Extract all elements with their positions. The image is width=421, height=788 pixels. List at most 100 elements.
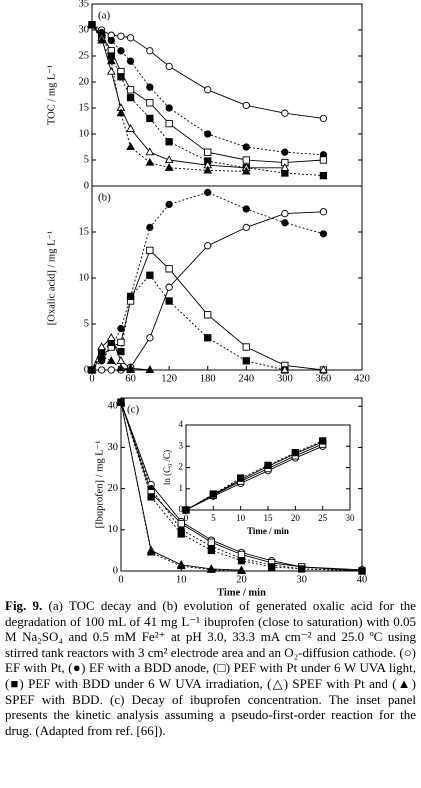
marker — [204, 242, 212, 250]
marker — [281, 209, 289, 218]
marker — [165, 283, 173, 291]
marker — [241, 166, 251, 175]
x-tick-label: 5 — [211, 513, 216, 523]
x-axis-label: Time / min — [247, 526, 289, 536]
y-tick-label: 5 — [84, 318, 89, 329]
y-tick-label: 30 — [79, 24, 90, 35]
series-line — [91, 24, 247, 172]
marker — [242, 343, 250, 351]
marker — [319, 171, 328, 180]
x-tick-label: 20 — [291, 513, 301, 523]
marker — [165, 62, 173, 71]
marker — [207, 538, 216, 546]
marker — [107, 36, 115, 45]
y-axis-label: ln (C₀ /C) — [162, 450, 172, 485]
marker — [146, 271, 154, 279]
y-tick-label: 10 — [108, 524, 119, 535]
x-tick-label: 60 — [125, 373, 136, 384]
marker — [126, 57, 135, 65]
marker — [267, 563, 276, 571]
x-tick-label: 0 — [118, 574, 123, 585]
marker — [117, 47, 125, 55]
y-tick-label: 30 — [108, 442, 119, 453]
marker — [164, 163, 174, 171]
marker — [319, 437, 327, 445]
y-tick-label: 0 — [84, 364, 89, 375]
y-axis-label: [Ibuprofen] / mg L⁻¹ — [94, 441, 105, 529]
marker — [319, 365, 328, 374]
marker — [319, 208, 328, 216]
marker — [116, 397, 126, 406]
x-tick-label: 10 — [236, 513, 246, 523]
caption-text: (a) TOC decay and (b) evolution of gener… — [5, 598, 417, 738]
marker — [280, 365, 290, 374]
marker — [147, 493, 155, 501]
marker — [97, 351, 107, 360]
marker — [204, 188, 212, 197]
y-tick-label: 10 — [79, 272, 90, 283]
marker — [97, 366, 106, 374]
marker — [165, 119, 173, 128]
marker — [117, 73, 125, 81]
marker — [116, 356, 126, 364]
marker — [146, 334, 154, 342]
marker — [203, 165, 213, 174]
marker — [358, 567, 366, 575]
marker — [87, 365, 97, 374]
x-tick-label: 15 — [264, 513, 274, 523]
y-tick-label: 1 — [179, 483, 184, 493]
x-axis-label: Time / min — [217, 587, 266, 596]
marker — [207, 565, 216, 573]
marker — [319, 114, 328, 123]
caption: Fig. 9. (a) TOC decay and (b) evolution … — [5, 598, 416, 738]
marker — [165, 297, 173, 305]
x-tick-label: 30 — [346, 513, 356, 523]
marker — [319, 156, 328, 164]
marker — [281, 148, 289, 156]
marker — [106, 66, 116, 75]
series-line — [92, 211, 324, 371]
x-tick-label: 10 — [176, 574, 187, 585]
series-line — [185, 440, 323, 511]
marker — [204, 130, 212, 138]
series-line — [185, 443, 323, 511]
marker — [207, 546, 216, 555]
x-tick-label: 0 — [89, 373, 94, 384]
x-tick-label: 40 — [357, 574, 368, 585]
marker — [319, 230, 328, 238]
marker — [165, 138, 173, 146]
marker — [87, 20, 97, 28]
marker — [280, 163, 290, 171]
marker — [281, 109, 289, 117]
marker — [106, 333, 116, 341]
marker — [204, 148, 212, 156]
series-line — [91, 337, 324, 371]
series-line — [91, 249, 324, 371]
marker — [237, 550, 246, 559]
y-tick-label: 10 — [79, 128, 90, 139]
marker — [209, 490, 217, 498]
y-tick-label: 35 — [79, 0, 90, 9]
marker — [242, 223, 250, 232]
marker — [242, 205, 250, 213]
marker — [117, 32, 125, 40]
marker — [126, 34, 135, 42]
y-axis-label: TOC / mg L⁻¹ — [46, 65, 57, 125]
marker — [146, 246, 154, 255]
y-tick-label: 0 — [113, 565, 118, 576]
series-line — [91, 24, 285, 169]
y-tick-label: 15 — [79, 102, 90, 113]
x-tick-label: 0 — [184, 513, 189, 523]
series-line — [91, 274, 286, 371]
marker — [116, 108, 126, 117]
marker — [97, 342, 107, 351]
x-tick-label: 25 — [318, 513, 328, 523]
y-tick-label: 0 — [84, 180, 89, 191]
marker — [145, 157, 155, 166]
series-line — [91, 24, 324, 119]
y-tick-label: 2 — [179, 462, 184, 472]
marker — [146, 114, 154, 123]
y-axis-label: [Oxalic acid] / mg L⁻¹ — [46, 231, 57, 325]
y-tick-label: 15 — [79, 226, 90, 237]
